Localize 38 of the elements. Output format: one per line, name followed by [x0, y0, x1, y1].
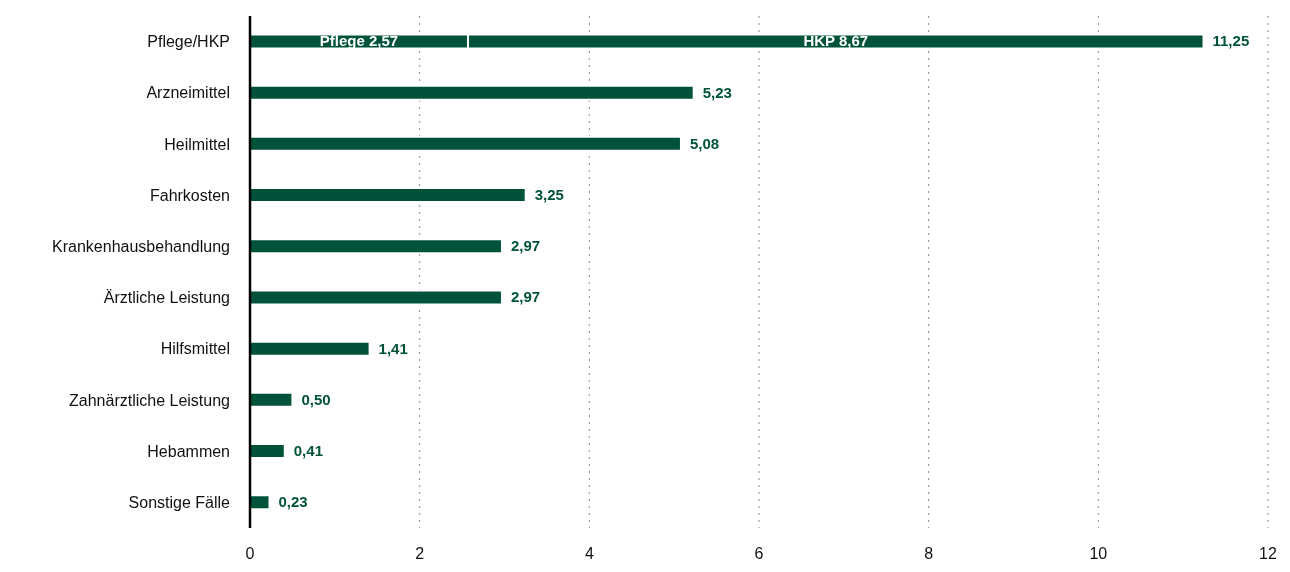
- x-tick-label: 6: [754, 545, 764, 563]
- total-label: 0,41: [293, 442, 323, 460]
- bar: [250, 391, 294, 408]
- y-tick-label: Zahnärztliche Leistung: [69, 391, 230, 409]
- bar: [250, 187, 527, 204]
- total-label: 11,25: [1212, 32, 1250, 50]
- total-label: 5,23: [702, 83, 732, 101]
- x-tick-label: 8: [924, 545, 934, 563]
- total-label: 2,97: [510, 237, 541, 255]
- bar: [250, 289, 503, 306]
- total-label: 0,23: [278, 493, 308, 511]
- total-label: 0,50: [301, 390, 331, 408]
- y-tick-label: Arzneimittel: [146, 84, 230, 102]
- y-tick-label: Ärztliche Leistung: [103, 289, 230, 307]
- x-tick-label: 2: [415, 545, 425, 563]
- y-tick-label: Hebammen: [147, 442, 230, 460]
- bar: [250, 238, 503, 255]
- total-label: 2,97: [510, 288, 541, 306]
- bar: [250, 443, 286, 460]
- x-tick-label: 10: [1089, 545, 1108, 563]
- y-tick-label: Sonstige Fälle: [128, 494, 231, 512]
- total-label: 5,08: [689, 134, 720, 152]
- y-tick-label: Hilfsmittel: [160, 340, 230, 358]
- x-tick-label: 4: [584, 545, 594, 563]
- y-tick-label: Krankenhausbehandlung: [52, 238, 230, 256]
- y-tick-label: Heilmittel: [164, 135, 230, 153]
- bar: [250, 84, 695, 101]
- y-tick-label: Fahrkosten: [149, 186, 230, 204]
- bar: [250, 135, 682, 152]
- total-label: 3,25: [534, 186, 564, 204]
- y-tick-label: Pflege/HKP: [147, 33, 230, 51]
- bar: [250, 340, 371, 357]
- x-tick-label: 0: [245, 545, 255, 563]
- text: HKP 8,67: [803, 32, 869, 50]
- bar: [250, 494, 271, 511]
- text: Pflege 2,57: [319, 32, 399, 50]
- total-label: 1,41: [378, 339, 408, 357]
- x-tick-label: 12: [1259, 545, 1277, 563]
